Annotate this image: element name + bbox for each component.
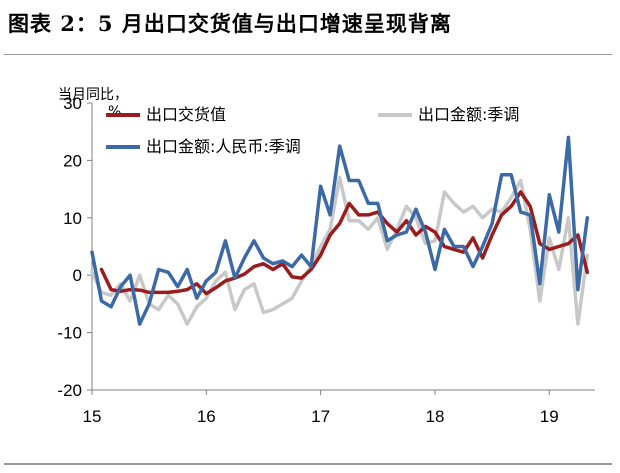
series-line	[90, 175, 590, 326]
x-tick-label: 16	[197, 407, 216, 426]
legend-entry: 出口金额:季调	[418, 105, 519, 124]
y-tick-label: 30	[63, 94, 82, 113]
y-tick-label: -10	[57, 324, 82, 343]
legend-entry: 出口交货值	[146, 105, 226, 124]
x-tick-label: 18	[425, 407, 444, 426]
chart-series-lines	[90, 135, 590, 326]
bottom-divider	[4, 463, 612, 465]
y-tick-label: -20	[57, 381, 82, 400]
page-title: 图表 2：5 月出口交货值与出口增速呈现背离	[8, 11, 452, 36]
x-tick-label: 17	[311, 407, 330, 426]
x-tick-label: 19	[540, 407, 559, 426]
series-line	[90, 135, 590, 326]
title-divider	[4, 54, 612, 55]
y-tick-label: 0	[73, 266, 82, 285]
series-line	[99, 190, 590, 296]
y-tick-label: 10	[63, 209, 82, 228]
y-axis-unit-suffix: %	[108, 104, 121, 120]
legend-entry: 出口金额:人民币:季调	[146, 137, 301, 156]
y-tick-label: 20	[63, 151, 82, 170]
x-tick-label: 15	[83, 407, 102, 426]
y-axis-unit-label: 当月同比，	[58, 87, 128, 103]
